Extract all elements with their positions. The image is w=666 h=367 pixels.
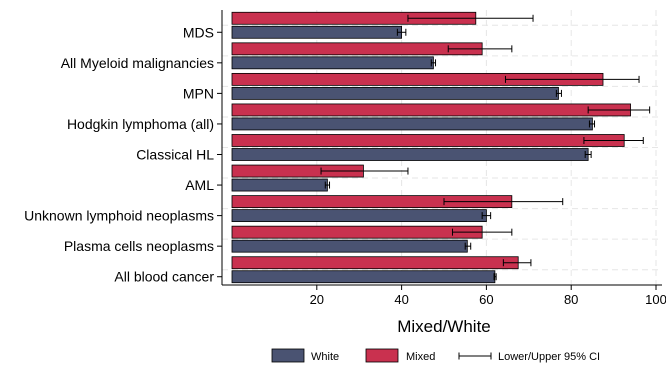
legend-ci-symbol: [458, 352, 492, 360]
ci-mixed-plasma-cells-neoplasms: [451, 228, 513, 236]
ci-mixed-all-blood-cancer: [502, 259, 532, 267]
bar-white-mpn: [231, 86, 559, 100]
axes: [221, 10, 662, 286]
category-label-plasma-cells-neoplasms: Plasma cells neoplasms: [64, 238, 214, 254]
category-labels: MDS All Myeloid malignancies MPN Hodgkin ly…: [24, 24, 222, 285]
bar-mixed-classical-hl: [231, 134, 625, 147]
ci-mixed-mpn: [504, 75, 640, 83]
category-label-all-blood-cancer: All blood cancer: [114, 269, 214, 285]
ci-mixed-hodgkin-lymphoma-all: [587, 106, 651, 114]
bars: [231, 11, 631, 284]
bar-mixed-plasma-cells-neoplasms: [231, 225, 483, 239]
ci-white-classical-hl: [584, 151, 592, 158]
category-label-classical-hl: Classical HL: [136, 147, 214, 163]
x-axis-title: Mixed/White: [397, 317, 491, 336]
bar-white-mds: [231, 25, 403, 39]
category-label-aml: AML: [185, 177, 214, 193]
category-label-hodgkin-lymphoma-all: Hodgkin lymphoma (all): [67, 116, 214, 132]
x-tick-label-60: 60: [479, 292, 493, 307]
legend-swatch-white: [271, 348, 305, 363]
bar-white-aml: [231, 178, 328, 192]
ci-mixed-all-myeloid-malignancies: [447, 45, 513, 53]
ci-mixed-mds: [407, 14, 534, 22]
legend-swatch-mixed: [365, 348, 399, 363]
bar-white-all-blood-cancer: [231, 270, 496, 284]
x-tick-label-80: 80: [564, 292, 578, 307]
bar-white-all-myeloid-malignancies: [231, 56, 434, 70]
ci-white-unknown-lymphoid-neoplasms: [481, 212, 492, 220]
bar-mixed-hodgkin-lymphoma-all: [231, 103, 631, 117]
bar-white-unknown-lymphoid-neoplasms: [231, 209, 487, 223]
ci-mixed-aml: [320, 167, 409, 175]
legend-label-ci: Lower/Upper 95% CI: [498, 351, 600, 363]
ci-mixed-classical-hl: [583, 137, 644, 144]
legend: White Mixed Lower/Upper 95% CI: [271, 348, 600, 363]
x-ticks: 20 40 60 80 100: [310, 285, 666, 307]
ci-white-all-blood-cancer: [493, 273, 497, 281]
bar-mixed-all-blood-cancer: [231, 256, 519, 270]
category-label-mds: MDS: [183, 24, 214, 40]
x-tick-label-100: 100: [645, 292, 666, 307]
ci-white-plasma-cells-neoplasms: [464, 242, 472, 250]
bar-white-classical-hl: [231, 148, 589, 161]
ci-mixed-unknown-lymphoid-neoplasms: [443, 198, 564, 206]
error-bars: [320, 14, 651, 281]
ci-white-all-myeloid-malignancies: [430, 59, 437, 67]
bar-white-plasma-cells-neoplasms: [231, 239, 468, 253]
ci-white-aml: [324, 181, 331, 189]
category-label-mpn: MPN: [183, 85, 214, 101]
ci-white-mpn: [555, 89, 562, 97]
bar-white-hodgkin-lymphoma-all: [231, 117, 593, 131]
x-tick-label-40: 40: [394, 292, 408, 307]
ci-white-mds: [396, 28, 407, 36]
gridlines: [222, 10, 662, 285]
ci-white-hodgkin-lymphoma-all: [588, 120, 596, 128]
legend-label-mixed: Mixed: [406, 351, 435, 363]
category-label-all-myeloid-malignancies: All Myeloid malignancies: [61, 55, 214, 71]
x-tick-label-20: 20: [310, 292, 324, 307]
legend-label-white: White: [311, 351, 339, 363]
bar-mixed-all-myeloid-malignancies: [231, 42, 483, 56]
category-label-unknown-lymphoid-neoplasms: Unknown lymphoid neoplasms: [24, 208, 214, 224]
